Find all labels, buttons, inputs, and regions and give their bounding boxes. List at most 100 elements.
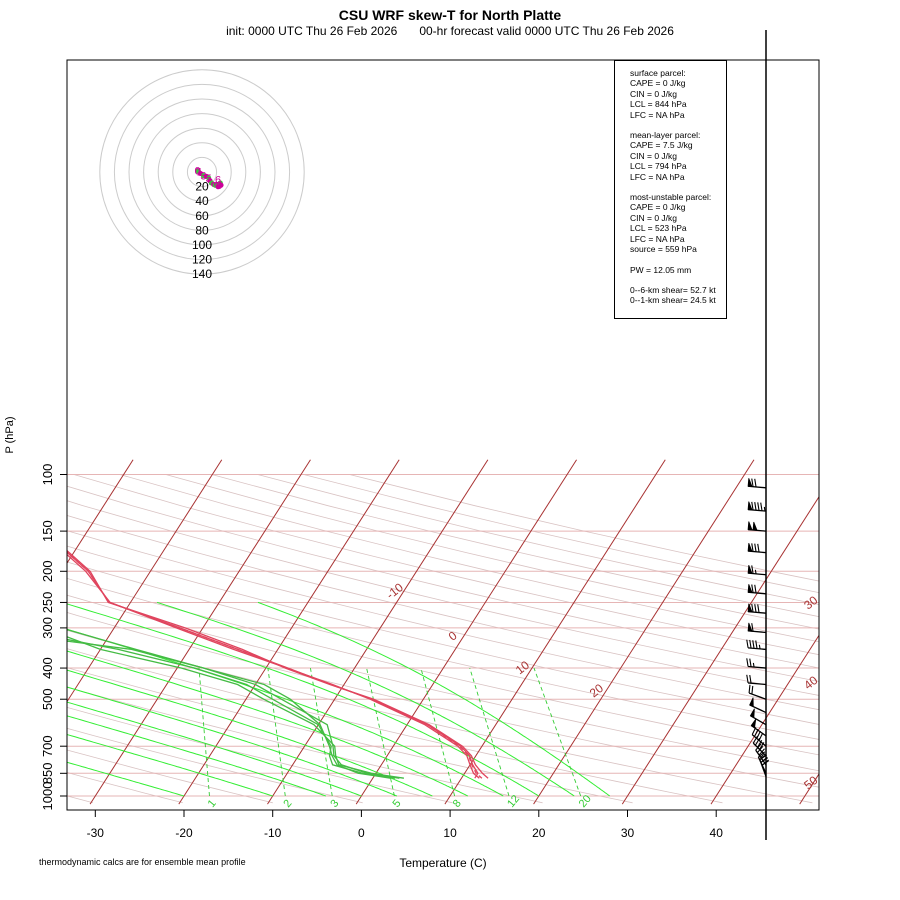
info-line: 0--1-km shear= 24.5 kt: [630, 295, 716, 306]
isotherm-line: [178, 459, 400, 805]
wind-barb-feather: [749, 639, 752, 649]
wind-barb: [747, 603, 767, 614]
wind-barb-feather: [751, 623, 754, 632]
dry-adiabat: [211, 474, 819, 618]
wind-barb-feather: [751, 726, 757, 735]
dewpoint-profile: [67, 640, 400, 779]
hodograph-height-label: 1: [197, 166, 203, 178]
wind-barb-feather: [746, 658, 749, 667]
precipitable-water: PW = 12.05 mm: [630, 264, 692, 275]
y-tick-label: 250: [40, 592, 55, 614]
wind-barb: [746, 639, 767, 651]
hodograph-ring-label: 100: [192, 238, 212, 252]
wind-barb: [747, 501, 767, 512]
mixing-ratio-label: 5: [391, 798, 404, 810]
wind-barb-flag: [747, 542, 753, 552]
wind-barb-feather: [755, 640, 758, 649]
y-tick-label: 700: [40, 735, 55, 757]
wind-barb-feather: [760, 753, 764, 758]
info-line: CIN = 0 J/kg: [630, 212, 678, 223]
wind-barb-feather: [756, 745, 764, 753]
wind-barb-flag: [747, 521, 753, 531]
info-line: LCL = 794 hPa: [630, 161, 687, 172]
info-line: mean-layer parcel:: [630, 130, 701, 141]
dry-adiabat: [73, 474, 819, 656]
x-tick-label: -20: [175, 826, 193, 840]
hodograph-height-label: 3: [200, 171, 206, 183]
wind-barb: [748, 684, 767, 700]
dry-adiabat: [67, 545, 819, 725]
wind-barb-flag: [747, 584, 753, 594]
x-tick-label: -10: [264, 826, 282, 840]
mixing-ratio-line: [366, 667, 395, 797]
plot-frame: [66, 59, 820, 811]
wind-barb-feather: [746, 674, 749, 684]
wind-barb-feather: [754, 737, 761, 746]
isotherm-label: -10: [384, 580, 407, 602]
isotherm-line: [621, 495, 819, 805]
mixing-ratio-label: 1: [206, 798, 219, 810]
wind-barb-feather: [746, 639, 749, 648]
wind-barb: [759, 754, 770, 777]
dry-adiabat: [67, 515, 819, 696]
wind-barb: [750, 718, 767, 737]
hodograph-ring-label: 20: [195, 180, 209, 194]
info-line: CAPE = 0 J/kg: [630, 202, 686, 213]
hodograph-ring: [113, 83, 291, 261]
wind-barb-feather: [754, 584, 757, 594]
isotherm-label: 20: [587, 681, 606, 700]
parcel-info-box: surface parcel: CAPE = 0 J/kg CIN = 0 J/…: [614, 60, 727, 319]
wind-barb-flag: [747, 622, 753, 632]
y-tick-label: 200: [40, 560, 55, 582]
hodograph-ring-label: 80: [195, 223, 209, 237]
isotherm-line: [67, 459, 134, 564]
x-tick-label: 10: [443, 826, 457, 840]
wind-barb: [747, 542, 767, 554]
wind-barb-feather: [751, 478, 754, 487]
info-line: LFC = NA hPa: [630, 233, 685, 244]
wind-barb-feather: [751, 584, 754, 593]
wind-barb: [755, 743, 767, 766]
info-line: 0--6-km shear= 52.7 kt: [630, 284, 716, 295]
hodograph-ring-label: 60: [195, 209, 209, 223]
wind-barb-feather: [763, 506, 766, 512]
hodograph-ring-label: 40: [195, 194, 209, 208]
dry-adiabat: [67, 667, 633, 804]
x-tick-label: 20: [532, 826, 546, 840]
hodograph-height-label: 9: [216, 180, 222, 192]
wind-barb-feather: [754, 569, 757, 574]
wind-barb-feather: [752, 735, 758, 744]
wind-barb-feather: [751, 603, 754, 613]
wind-barb-feather: [751, 501, 754, 511]
wind-barb-feather: [751, 685, 754, 695]
wind-barb: [747, 584, 767, 595]
moist-adiabat: [67, 628, 504, 797]
isotherm-line: [533, 459, 755, 805]
hodograph-ring: [186, 156, 218, 188]
wind-barb-feather: [757, 739, 763, 748]
wind-barb-feather: [752, 662, 755, 668]
wind-barb-feather: [754, 604, 757, 613]
moist-adiabat: [67, 686, 398, 797]
footnote: thermodynamic calcs are for ensemble mea…: [39, 857, 246, 867]
wind-barb-feather: [760, 757, 769, 763]
dry-adiabat: [67, 772, 183, 804]
dry-adiabat: [67, 727, 363, 804]
wind-barb: [747, 478, 767, 489]
isotherm-label: 30: [801, 593, 820, 612]
info-line: CIN = 0 J/kg: [630, 150, 678, 161]
info-line: source = 559 hPa: [630, 244, 697, 255]
isotherm-line: [799, 773, 819, 805]
mixing-ratio-label: 20: [577, 793, 594, 810]
dry-adiabat: [165, 474, 819, 630]
hodograph-ring-label: 120: [192, 253, 212, 267]
wind-barb-feather: [759, 754, 767, 761]
dry-adiabat: [67, 612, 819, 788]
moist-adiabat: [67, 603, 540, 797]
wind-barb-feather: [757, 604, 760, 613]
x-tick-label: 30: [621, 826, 635, 840]
wind-barb-feather: [751, 565, 754, 574]
x-axis-label: Temperature (C): [399, 856, 486, 870]
init-time: init: 0000 UTC Thu 26 Feb 2026: [226, 24, 398, 38]
